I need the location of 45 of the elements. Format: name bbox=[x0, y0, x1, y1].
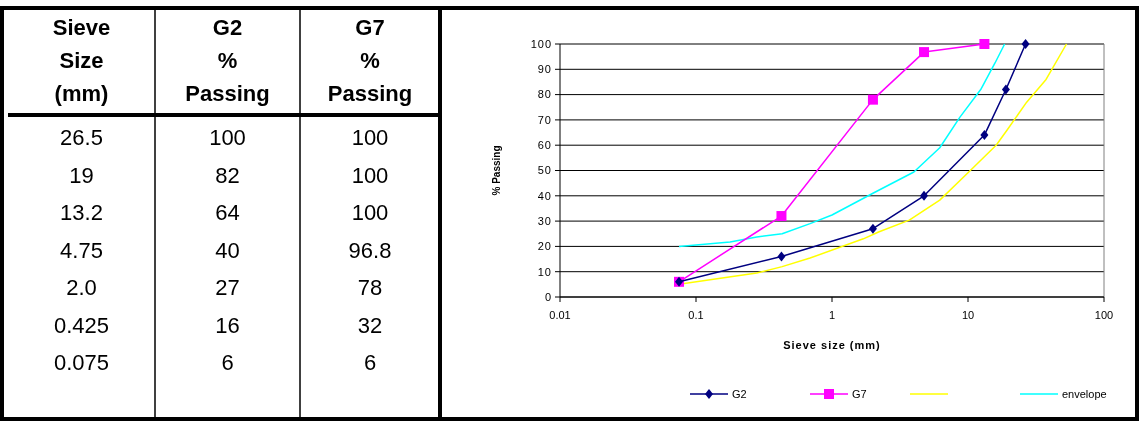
legend-label: G7 bbox=[852, 387, 867, 400]
data-label: 32 bbox=[357, 312, 383, 338]
category-label: 0.075 bbox=[53, 350, 110, 375]
y-tick-label: 10 bbox=[537, 265, 552, 278]
y-tick-label: 80 bbox=[537, 88, 552, 101]
y-tick-label: 0 bbox=[544, 290, 552, 303]
y-tick-label: 90 bbox=[537, 63, 552, 76]
data-label: 40 bbox=[215, 237, 240, 263]
data-label: 96.8 bbox=[348, 237, 392, 263]
y-tick-label: 100 bbox=[530, 37, 552, 50]
y-tick-label: 70 bbox=[537, 113, 552, 126]
y-tick-label: 60 bbox=[537, 139, 552, 152]
x-tick-label: 100 bbox=[1094, 309, 1114, 321]
data-label: 64 bbox=[215, 200, 240, 225]
data-label: 27 bbox=[215, 275, 240, 300]
category-label: 0.425 bbox=[53, 312, 110, 338]
data-label: 6 bbox=[221, 350, 234, 375]
data-label: 6 bbox=[363, 350, 377, 375]
category-label: 13.2 bbox=[60, 200, 103, 225]
y-tick-label: 20 bbox=[537, 240, 552, 253]
data-label: 100 bbox=[209, 125, 246, 150]
y-tick-label: 40 bbox=[537, 189, 552, 202]
category-label: 2.0 bbox=[66, 275, 97, 300]
data-label: 82 bbox=[215, 162, 240, 188]
y-axis-title: % Passing bbox=[491, 145, 502, 196]
text: G2 % Passing bbox=[185, 15, 270, 106]
data-label: 100 bbox=[351, 200, 389, 225]
category-label: 4.75 bbox=[60, 237, 103, 263]
x-axis-title: Sieve size (mm) bbox=[783, 339, 881, 351]
legend-label: G2 bbox=[732, 387, 747, 400]
x-tick-label: 10 bbox=[961, 309, 975, 321]
text: Sieve Size (mm) bbox=[52, 15, 111, 106]
data-label: 16 bbox=[215, 312, 240, 338]
x-tick-label: 1 bbox=[828, 309, 836, 321]
data-label: 100 bbox=[351, 162, 389, 188]
text: G7 % Passing bbox=[327, 15, 413, 106]
x-tick-label: 0.01 bbox=[549, 309, 571, 321]
data-label: 78 bbox=[357, 275, 383, 300]
x-tick-label: 0.1 bbox=[688, 309, 704, 321]
y-tick-label: 30 bbox=[537, 214, 552, 227]
category-label: 19 bbox=[69, 162, 94, 188]
y-tick-label: 50 bbox=[537, 164, 552, 177]
data-label: 100 bbox=[351, 125, 389, 150]
legend-label: envelope bbox=[1062, 387, 1107, 400]
category-label: 26.5 bbox=[60, 125, 103, 150]
